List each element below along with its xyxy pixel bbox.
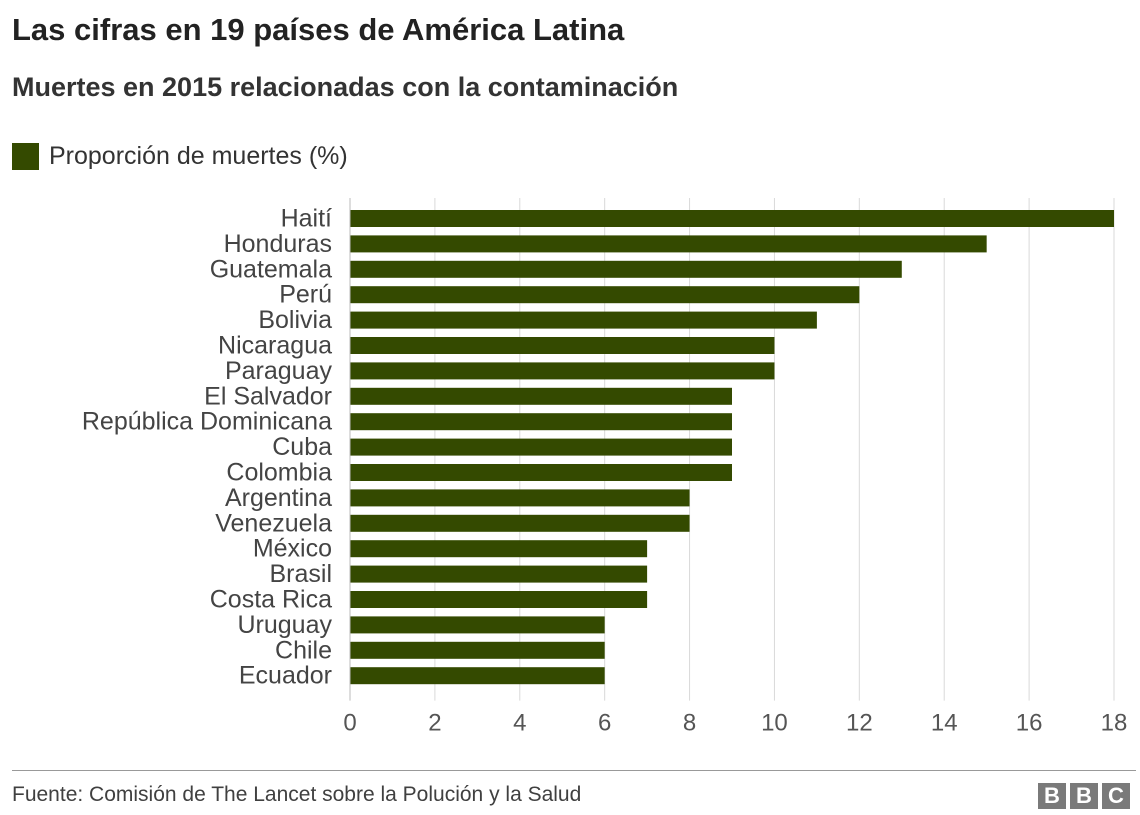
category-label: El Salvador bbox=[204, 382, 332, 410]
category-label: Cuba bbox=[272, 433, 332, 461]
legend-swatch bbox=[12, 142, 39, 170]
tick-label: 8 bbox=[683, 710, 696, 737]
bar bbox=[350, 413, 732, 431]
tick-label: 14 bbox=[931, 710, 958, 737]
category-label: República Dominicana bbox=[82, 408, 332, 436]
source-note: Fuente: Comisión de The Lancet sobre la … bbox=[12, 783, 582, 806]
bar bbox=[350, 311, 817, 329]
category-label: México bbox=[253, 535, 332, 563]
category-label: Bolivia bbox=[258, 306, 332, 334]
tick-label: 4 bbox=[513, 710, 526, 737]
tick-label: 12 bbox=[846, 710, 873, 737]
bar bbox=[350, 337, 775, 354]
category-label: Costa Rica bbox=[210, 586, 332, 614]
tick-label: 18 bbox=[1101, 710, 1128, 737]
bar-chart: HaitíHondurasGuatemalaPerúBoliviaNicarag… bbox=[82, 198, 1128, 737]
category-label: Venezuela bbox=[215, 509, 332, 537]
bar bbox=[350, 565, 648, 583]
chart-subtitle: Muertes en 2015 relacionadas con la cont… bbox=[12, 72, 679, 102]
bar bbox=[350, 591, 648, 608]
bbc-logo-letter: C bbox=[1102, 783, 1130, 809]
category-label: Paraguay bbox=[225, 357, 333, 385]
bar bbox=[350, 260, 902, 278]
legend: Proporción de muertes (%) bbox=[12, 140, 348, 172]
bar bbox=[350, 616, 605, 634]
bar bbox=[350, 641, 605, 659]
bar bbox=[350, 464, 732, 481]
tick-label: 10 bbox=[761, 710, 788, 737]
bar bbox=[350, 387, 732, 405]
category-label: Haití bbox=[281, 205, 332, 233]
bar bbox=[350, 667, 605, 685]
bar bbox=[350, 362, 775, 380]
tick-label: 16 bbox=[1016, 710, 1043, 737]
bar bbox=[350, 286, 860, 304]
legend-label: Proporción de muertes (%) bbox=[49, 141, 348, 170]
chart-title: Las cifras en 19 países de América Latin… bbox=[12, 12, 625, 47]
tick-label: 0 bbox=[343, 710, 356, 737]
category-label: Brasil bbox=[269, 560, 332, 588]
bar bbox=[350, 438, 732, 456]
tick-label: 2 bbox=[428, 710, 441, 737]
bbc-logo: B B C bbox=[1038, 783, 1130, 809]
category-label: Ecuador bbox=[239, 662, 332, 690]
category-label: Honduras bbox=[224, 230, 332, 258]
bar bbox=[350, 235, 987, 253]
bar bbox=[350, 210, 1114, 227]
bbc-logo-letter: B bbox=[1038, 783, 1066, 809]
category-label: Chile bbox=[275, 636, 332, 664]
footer-divider bbox=[12, 770, 1136, 771]
bar bbox=[350, 540, 648, 558]
bar bbox=[350, 489, 690, 507]
category-label: Perú bbox=[279, 281, 332, 309]
category-label: Guatemala bbox=[210, 255, 332, 283]
bbc-logo-letter: B bbox=[1070, 783, 1098, 809]
category-label: Argentina bbox=[225, 484, 332, 512]
category-label: Colombia bbox=[226, 459, 332, 487]
bar bbox=[350, 514, 690, 532]
category-label: Nicaragua bbox=[218, 332, 332, 360]
category-label: Uruguay bbox=[238, 611, 333, 639]
tick-label: 6 bbox=[598, 710, 611, 737]
